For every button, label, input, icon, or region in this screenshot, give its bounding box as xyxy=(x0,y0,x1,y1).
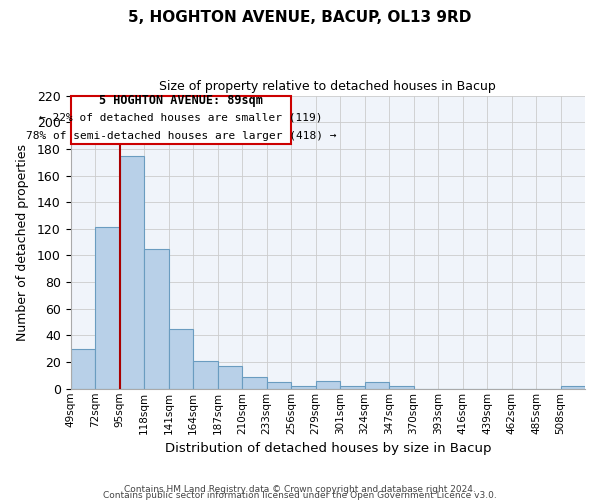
Text: Contains HM Land Registry data © Crown copyright and database right 2024.: Contains HM Land Registry data © Crown c… xyxy=(124,484,476,494)
Bar xyxy=(291,386,316,389)
Y-axis label: Number of detached properties: Number of detached properties xyxy=(16,144,29,340)
Bar xyxy=(316,381,340,389)
Text: 5, HOGHTON AVENUE, BACUP, OL13 9RD: 5, HOGHTON AVENUE, BACUP, OL13 9RD xyxy=(128,10,472,25)
Text: 78% of semi-detached houses are larger (418) →: 78% of semi-detached houses are larger (… xyxy=(26,130,336,140)
Text: Contains public sector information licensed under the Open Government Licence v3: Contains public sector information licen… xyxy=(103,490,497,500)
Bar xyxy=(169,329,193,389)
Bar xyxy=(340,386,365,389)
Text: 5 HOGHTON AVENUE: 89sqm: 5 HOGHTON AVENUE: 89sqm xyxy=(99,94,263,107)
Bar xyxy=(144,249,169,389)
Text: ← 22% of detached houses are smaller (119): ← 22% of detached houses are smaller (11… xyxy=(39,113,323,123)
Bar xyxy=(266,382,291,389)
Bar xyxy=(119,156,144,389)
Bar xyxy=(71,349,95,389)
Bar xyxy=(389,386,413,389)
X-axis label: Distribution of detached houses by size in Bacup: Distribution of detached houses by size … xyxy=(164,442,491,455)
Title: Size of property relative to detached houses in Bacup: Size of property relative to detached ho… xyxy=(160,80,496,93)
Bar xyxy=(560,386,585,389)
Bar xyxy=(242,377,266,389)
Bar xyxy=(218,366,242,389)
FancyBboxPatch shape xyxy=(71,96,291,144)
Bar xyxy=(365,382,389,389)
Bar xyxy=(193,361,218,389)
Bar xyxy=(95,228,119,389)
